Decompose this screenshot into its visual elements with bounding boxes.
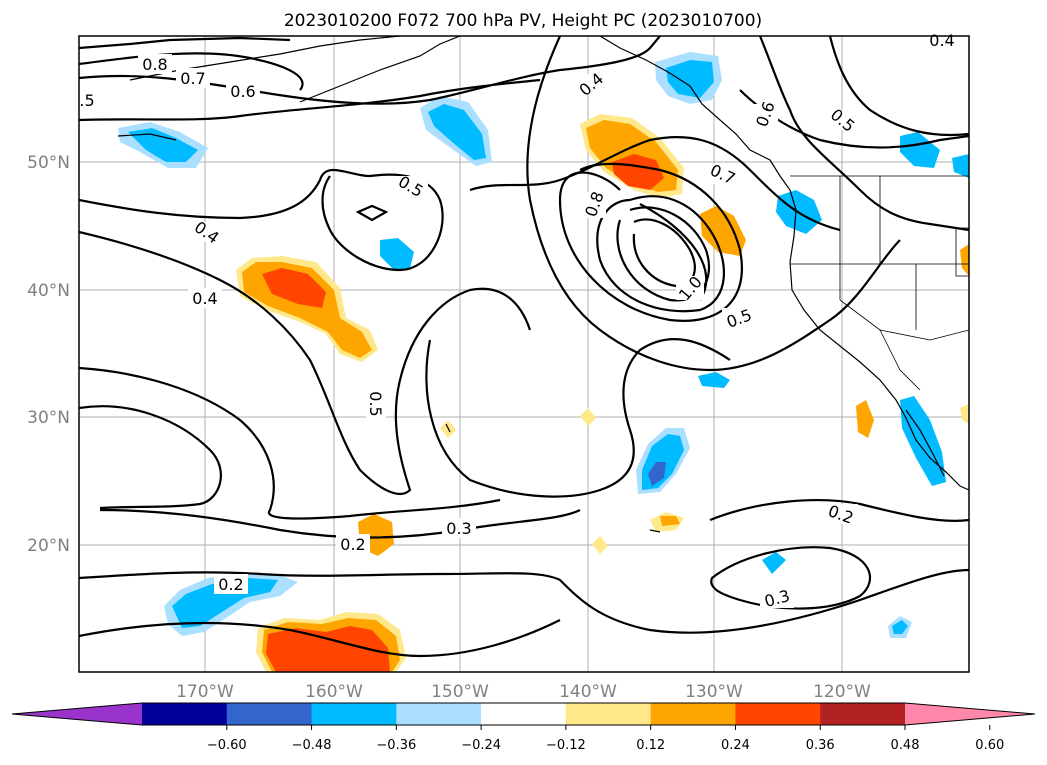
contour-label: 0.7 (180, 69, 205, 88)
lon-labels: 170°W 160°W 150°W 140°W 130°W 120°W (176, 682, 871, 702)
lon-label: 140°W (559, 682, 617, 702)
contour-label: 0.8 (142, 55, 167, 74)
colorbar: −0.60 −0.48 −0.36 −0.24 −0.12 0.12 0.24 0.36 0.4… (11, 702, 1036, 753)
map-area (79, 36, 969, 672)
contour-label: 0.2 (340, 535, 365, 554)
contour-label: 0.6 (230, 82, 255, 101)
borders (790, 175, 969, 391)
shade-blue-alaska-inner (666, 60, 714, 98)
contour-label: 0.2 (218, 575, 243, 594)
colorbar-segment (820, 703, 906, 725)
map-frame (78, 35, 970, 673)
colorbar-tick-label: 0.24 (721, 738, 750, 753)
colorbar-tick-label: −0.48 (292, 738, 332, 753)
shade-blue-fe (952, 154, 969, 178)
shade-yellow-dot2 (580, 408, 596, 426)
colorbar-segment (650, 703, 736, 725)
shade-red-south (266, 626, 390, 672)
contour-label: 0.5 (366, 391, 385, 416)
lon-label: 150°W (431, 682, 489, 702)
shade-blue-small2 (698, 372, 730, 388)
colorbar-tick-label: −0.24 (461, 738, 501, 753)
colorbar-tick-label: 0.36 (806, 738, 835, 753)
shade-orange-baja (856, 400, 874, 438)
shade-blue-small4-inner (892, 620, 908, 634)
shade-blue-small1 (380, 238, 414, 270)
colorbar-extend-low (12, 703, 142, 725)
lon-label: 120°W (813, 682, 871, 702)
contour-label: 0.4 (929, 31, 954, 50)
lon-label: 160°W (305, 682, 363, 702)
shade-orange-east-edge (960, 244, 969, 276)
colorbar-extend-high (905, 703, 1035, 725)
colorbar-segment (735, 703, 821, 725)
shade-blue-midnorth-inner (428, 104, 486, 160)
colorbar-segment (142, 703, 228, 725)
map-title: 2023010200 F072 700 hPa PV, Height PC (2… (284, 11, 762, 31)
shade-orange-east (700, 206, 746, 256)
colorbar-tick-label: −0.60 (207, 738, 247, 753)
colorbar-tick-label: −0.36 (376, 738, 416, 753)
shade-blue-small3 (762, 552, 786, 574)
lat-labels: 50°N 40°N 30°N 20°N (27, 153, 70, 556)
map-content (79, 36, 969, 672)
shade-yellow-dot3 (592, 536, 608, 554)
colorbar-outline (11, 702, 1036, 726)
lon-label: 170°W (176, 682, 234, 702)
shade-orange-bit2-inner (660, 516, 680, 526)
colorbar-tick-label: 0.48 (891, 738, 920, 753)
lat-label: 30°N (27, 408, 70, 428)
colorbar-tick-label: 0.60 (975, 738, 1004, 753)
contour-label: .5 (79, 91, 94, 110)
shade-yellow-east-edge (960, 404, 969, 424)
colorbar-segment (396, 703, 482, 725)
contour-label: 0.3 (446, 519, 471, 538)
colorbar-segment (226, 703, 313, 725)
shade-blue-west-inner (128, 128, 198, 162)
lat-label: 50°N (27, 153, 70, 173)
colorbar-segment (311, 703, 397, 725)
shade-purple-central (648, 462, 666, 486)
colorbar-segment (481, 703, 567, 725)
colorbar-tick-label: −0.12 (546, 738, 586, 753)
shade-red-north (612, 154, 664, 190)
lat-label: 40°N (27, 281, 70, 301)
shade-blue-southwest-inner (172, 578, 278, 628)
lon-label: 130°W (685, 682, 743, 702)
coastlines (117, 36, 969, 533)
lat-label: 20°N (27, 536, 70, 556)
shade-blue-ne (900, 132, 940, 168)
colorbar-tick-label: 0.12 (636, 738, 665, 753)
contour-label: 0.4 (192, 289, 217, 308)
colorbar-segment (565, 703, 652, 725)
shade-red-west (262, 268, 326, 308)
